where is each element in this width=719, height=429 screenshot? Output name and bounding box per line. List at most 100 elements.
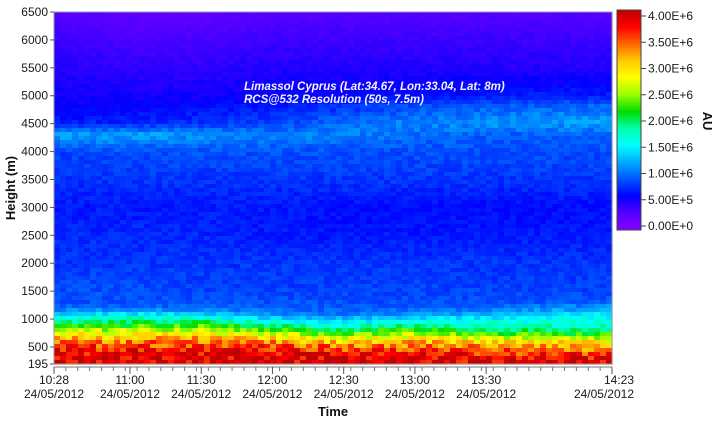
heatmap-cell <box>72 260 79 265</box>
heatmap-cell <box>126 148 133 153</box>
heatmap-cell <box>270 328 277 333</box>
heatmap-cell <box>246 224 253 229</box>
heatmap-cell <box>330 28 337 33</box>
heatmap-cell <box>60 92 67 97</box>
heatmap-cell <box>258 136 265 141</box>
heatmap-cell <box>108 344 115 349</box>
heatmap-cell <box>252 32 259 37</box>
heatmap-cell <box>156 360 163 365</box>
heatmap-cell <box>222 300 229 305</box>
heatmap-cell <box>66 260 73 265</box>
heatmap-cell <box>156 184 163 189</box>
heatmap-cell <box>84 184 91 189</box>
heatmap-cell <box>240 100 247 105</box>
heatmap-cell <box>126 316 133 321</box>
heatmap-cell <box>282 204 289 209</box>
heatmap-cell <box>60 344 67 349</box>
heatmap-cell <box>114 148 121 153</box>
heatmap-cell <box>132 172 139 177</box>
heatmap-cell <box>96 308 103 313</box>
heatmap-cell <box>156 56 163 61</box>
heatmap-cell <box>54 308 61 313</box>
heatmap-cell <box>294 52 301 57</box>
heatmap-cell <box>228 344 235 349</box>
heatmap-cell <box>174 272 181 277</box>
heatmap-cell <box>60 80 67 85</box>
heatmap-cell <box>258 112 265 117</box>
heatmap-cell <box>162 304 169 309</box>
heatmap-cell <box>300 64 307 69</box>
heatmap-cell <box>150 136 157 141</box>
heatmap-cell <box>114 292 121 297</box>
heatmap-cell <box>300 40 307 45</box>
heatmap-cell <box>276 216 283 221</box>
heatmap-cell <box>324 268 331 273</box>
heatmap-cell <box>300 224 307 229</box>
heatmap-cell <box>246 328 253 333</box>
heatmap-cell <box>234 252 241 257</box>
heatmap-cell <box>216 324 223 329</box>
heatmap-cell <box>270 284 277 289</box>
heatmap-cell <box>114 228 121 233</box>
heatmap-cell <box>156 52 163 57</box>
heatmap-cell <box>180 172 187 177</box>
heatmap-cell <box>390 272 397 277</box>
heatmap-cell <box>180 252 187 257</box>
heatmap-cell <box>234 272 241 277</box>
heatmap-cell <box>288 12 295 17</box>
heatmap-cell <box>60 88 67 93</box>
heatmap-cell <box>60 100 67 105</box>
heatmap-cell <box>168 184 175 189</box>
heatmap-cell <box>252 216 259 221</box>
heatmap-cell <box>162 36 169 41</box>
heatmap-cell <box>372 356 379 361</box>
heatmap-cell <box>294 180 301 185</box>
heatmap-cell <box>312 284 319 289</box>
heatmap-cell <box>168 204 175 209</box>
heatmap-cell <box>336 48 343 53</box>
heatmap-cell <box>54 232 61 237</box>
heatmap-cell <box>138 72 145 77</box>
heatmap-cell <box>258 68 265 73</box>
heatmap-cell <box>270 252 277 257</box>
heatmap-cell <box>240 196 247 201</box>
heatmap-cell <box>348 104 355 109</box>
heatmap-cell <box>246 164 253 169</box>
heatmap-cell <box>174 300 181 305</box>
heatmap-cell <box>294 108 301 113</box>
heatmap-cell <box>150 264 157 269</box>
heatmap-cell <box>204 156 211 161</box>
heatmap-cell <box>384 44 391 49</box>
heatmap-cell <box>102 256 109 261</box>
heatmap-cell <box>66 336 73 341</box>
heatmap-cell <box>306 208 313 213</box>
heatmap-cell <box>54 60 61 65</box>
heatmap-cell <box>174 296 181 301</box>
heatmap-cell <box>318 296 325 301</box>
heatmap-cell <box>66 320 73 325</box>
heatmap-cell <box>54 320 61 325</box>
heatmap-cell <box>300 156 307 161</box>
heatmap-cell <box>222 220 229 225</box>
heatmap-cell <box>78 216 85 221</box>
heatmap-cell <box>390 96 397 101</box>
heatmap-cell <box>120 208 127 213</box>
heatmap-cell <box>96 324 103 329</box>
heatmap-cell <box>234 100 241 105</box>
heatmap-cell <box>126 84 133 89</box>
heatmap-cell <box>162 40 169 45</box>
heatmap-cell <box>66 352 73 357</box>
heatmap-cell <box>342 248 349 253</box>
heatmap-cell <box>252 92 259 97</box>
heatmap-cell <box>126 224 133 229</box>
heatmap-cell <box>150 96 157 101</box>
heatmap-cell <box>78 192 85 197</box>
heatmap-cell <box>168 344 175 349</box>
heatmap-cell <box>138 28 145 33</box>
heatmap-cell <box>306 244 313 249</box>
heatmap-cell <box>306 316 313 321</box>
heatmap-cell <box>216 256 223 261</box>
heatmap-cell <box>156 292 163 297</box>
heatmap-cell <box>174 12 181 17</box>
heatmap-cell <box>54 248 61 253</box>
